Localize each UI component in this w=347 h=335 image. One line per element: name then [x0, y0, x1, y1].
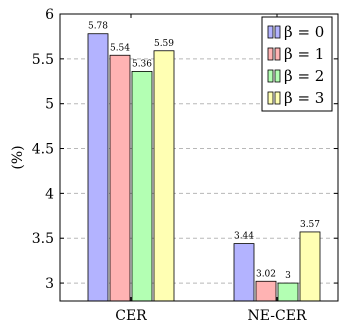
bar [255, 280, 277, 302]
legend-swatch [274, 91, 281, 105]
tick-marks [60, 13, 338, 301]
legend-swatch [274, 25, 281, 39]
legend-swatch [267, 25, 274, 39]
legend-swatch [267, 47, 274, 61]
y-tick-label: 5 [45, 97, 54, 113]
y-tick-label: 3 [45, 276, 54, 292]
y-axis-label: (%) [10, 145, 26, 169]
legend: β = 0 β = 1 β = 2 β = 3 [261, 16, 333, 112]
plot-frame [59, 13, 339, 302]
data-label: 5.59 [154, 39, 174, 49]
data-label: 3.02 [256, 269, 276, 279]
category-label: NE-CER [248, 308, 307, 324]
bar [299, 231, 321, 302]
data-label: 3 [285, 271, 291, 281]
category-labels: CER NE-CER [115, 308, 307, 324]
legend-swatch [274, 69, 281, 83]
bar [233, 243, 255, 302]
legend-box [261, 16, 333, 112]
legend-swatch [267, 91, 274, 105]
y-tick-labels: 3 3.5 4 4.5 5 5.5 6 [32, 7, 54, 292]
data-labels: 5.78 5.545.365.59 3.44 3.02 3 3.57 [88, 22, 320, 281]
bar [153, 50, 175, 302]
legend-label: β = 1 [284, 45, 324, 63]
legend-label: β = 0 [284, 23, 324, 41]
bar [277, 282, 299, 302]
legend-label: β = 3 [284, 89, 324, 107]
data-label: 3.44 [234, 232, 254, 242]
y-tick-label: 6 [45, 7, 54, 23]
data-label: 3.57 [300, 220, 320, 230]
data-label: 5.78 [88, 22, 108, 32]
legend-label: β = 2 [284, 67, 324, 85]
bar [87, 33, 109, 302]
category-label: CER [115, 308, 147, 324]
data-label: 5.54 [110, 43, 130, 53]
y-tick-label: 4.5 [32, 142, 54, 158]
bar [109, 54, 131, 302]
y-tick-label: 4 [45, 186, 54, 202]
legend-swatch [274, 47, 281, 61]
y-tick-label: 3.5 [32, 231, 54, 247]
data-label: 5.36 [132, 59, 152, 69]
bar [131, 71, 153, 302]
y-tick-label: 5.5 [32, 52, 54, 68]
legend-swatch [267, 69, 274, 83]
